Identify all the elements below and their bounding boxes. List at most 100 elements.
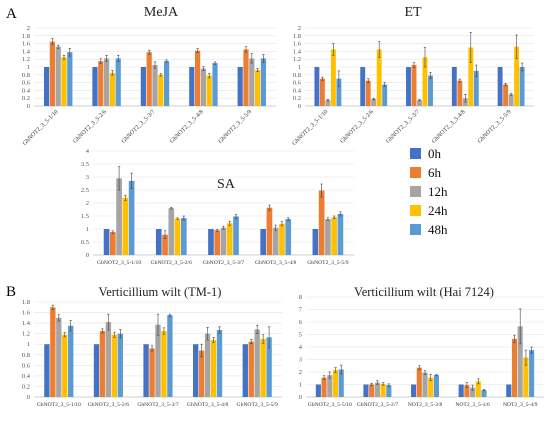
bar-24h	[226, 223, 233, 255]
x-tick-label: GbNOT2_3_5-4/8	[255, 260, 297, 266]
bar-0h	[458, 384, 464, 397]
bar-12h	[155, 324, 161, 397]
bar-48h	[386, 385, 392, 397]
bar-12h	[116, 178, 122, 255]
bar-6h	[248, 341, 254, 397]
bar-12h	[55, 46, 61, 106]
chart-2: SA 0 0.5 1 1.5 2 2.5 3 3.5 4 GbNOT2_3_5-1/10 GbNOT2…	[81, 148, 354, 266]
bar-0h	[314, 67, 320, 106]
x-tick-label: GhNOT2_3_5-5/9	[477, 109, 513, 145]
bar-48h	[67, 52, 73, 106]
y-tick-label: 0.4	[22, 373, 31, 380]
x-tick-label: GbNOT2_3_5-5/10	[308, 402, 352, 408]
bar-12h	[103, 58, 110, 106]
y-tick-label: 0.2	[22, 383, 30, 390]
bar-48h	[428, 75, 433, 106]
legend-swatch-48h	[410, 224, 421, 235]
bar-48h	[233, 216, 239, 255]
chart-title: Verticillium wilt (Hai 7124)	[354, 285, 494, 299]
bar-0h	[92, 67, 98, 106]
bar-12h	[168, 208, 175, 255]
bar-12h	[517, 326, 523, 397]
bar-6h	[319, 78, 325, 106]
x-tick-label: GbNOT2_3_5-2/7	[357, 402, 399, 408]
bar-24h	[174, 218, 181, 255]
bar-0h	[260, 229, 267, 255]
bar-24h	[380, 383, 386, 397]
bar-6h	[457, 80, 463, 106]
y-tick-label: 0.6	[22, 80, 31, 87]
bar-6h	[243, 49, 249, 106]
bar-0h	[43, 67, 50, 106]
bar-48h	[164, 61, 170, 106]
bar-24h	[111, 334, 118, 397]
y-tick-label: 2	[86, 200, 89, 207]
bar-24h	[260, 338, 266, 397]
bar-24h	[523, 357, 529, 397]
bar-0h	[193, 344, 199, 397]
chart-4: Verticillium wilt (Hai 7124) 0 1 2 3 4 5 6 7 8 GbN…	[299, 285, 544, 408]
bar-12h	[220, 227, 227, 255]
bar-0h	[140, 67, 146, 106]
bar-0h	[44, 344, 50, 397]
y-tick-label: 1.4	[22, 48, 31, 55]
y-tick-label: 1.8	[293, 33, 301, 40]
bar-12h	[508, 94, 514, 106]
y-tick-label: 1.6	[293, 41, 302, 48]
x-tick-label: GhNOT2_3_5-3/7	[385, 109, 421, 145]
x-tick-label: NOT2_3_5-3/8	[408, 402, 443, 408]
bar-48h	[167, 315, 173, 397]
x-tick-label: GhNOT2_3_5-3/7	[121, 109, 157, 145]
bar-24h	[206, 75, 212, 106]
bar-48h	[285, 219, 292, 255]
bar-6h	[464, 385, 470, 397]
x-tick-label: GhNOT2_3_5-5/9	[218, 109, 254, 145]
bar-0h	[506, 384, 512, 397]
y-tick-label: 2	[27, 25, 30, 32]
x-tick-label: GhNOT2_3_5-2/6	[340, 109, 376, 145]
bar-12h	[272, 227, 279, 255]
y-tick-label: 1	[86, 226, 89, 233]
bar-24h	[255, 70, 261, 106]
x-tick-label: GhNOT2_3_5-4/8	[187, 402, 229, 408]
y-tick-label: 1.6	[22, 310, 31, 317]
y-tick-label: 7	[299, 307, 303, 314]
legend-label: 48h	[428, 222, 448, 237]
bar-6h	[99, 331, 106, 397]
panel-label-b: B	[6, 284, 16, 300]
bar-24h	[475, 381, 481, 397]
bar-6h	[198, 350, 205, 397]
y-tick-label: 1.2	[22, 56, 30, 63]
y-tick-label: 1	[298, 64, 301, 71]
y-tick-label: 0.8	[293, 72, 301, 79]
bar-12h	[374, 382, 380, 397]
x-tick-label: GhNOT2_3_5-2/6	[88, 402, 130, 408]
bar-0h	[189, 67, 195, 106]
bar-12h	[417, 100, 422, 106]
bar-0h	[497, 67, 503, 106]
bar-12h	[327, 375, 333, 397]
bar-6h	[266, 207, 273, 255]
y-tick-label: 0.5	[81, 239, 89, 246]
bar-48h	[180, 218, 187, 255]
legend-label: 24h	[428, 203, 448, 218]
y-tick-label: 5	[299, 332, 302, 339]
bar-6h	[110, 232, 116, 255]
y-tick-label: 4	[86, 148, 90, 155]
bar-0h	[242, 344, 248, 397]
bar-48h	[338, 369, 344, 397]
bar-24h	[330, 49, 336, 106]
bar-0h	[155, 229, 162, 255]
bar-24h	[514, 46, 520, 106]
y-tick-label: 1	[299, 382, 302, 389]
bar-24h	[210, 340, 217, 397]
y-tick-label: 0.2	[293, 95, 301, 102]
chart-0: MeJA 00.20.40.60.811.21.41.61.82 GhNOT2_3_…	[22, 5, 276, 147]
bar-48h	[481, 390, 487, 397]
legend-label: 6h	[428, 165, 442, 180]
x-tick-label: GhNOT2_3_5-3/7	[137, 402, 179, 408]
bar-6h	[321, 377, 327, 397]
y-tick-label: 0.6	[293, 80, 302, 87]
y-tick-label: 0.4	[22, 87, 31, 94]
bar-6h	[162, 234, 168, 255]
